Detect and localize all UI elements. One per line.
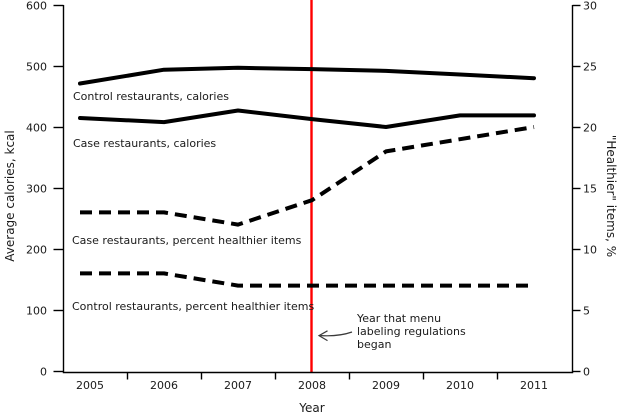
- left-axis-tick-label: 200: [26, 244, 47, 257]
- right-axis-tick-label: 15: [583, 183, 597, 196]
- right-axis-tick-label: 10: [583, 244, 597, 257]
- right-axis-tick-label: 0: [583, 366, 590, 379]
- x-axis-tick-label: 2007: [224, 379, 252, 392]
- left-axis-tick-label: 100: [26, 305, 47, 318]
- right-axis-tick-label: 5: [583, 305, 590, 318]
- left-axis-tick-label: 300: [26, 183, 47, 196]
- annotation-arrowhead-icon: [317, 330, 328, 342]
- x-axis-tick-label: 2008: [298, 379, 326, 392]
- series-label-control-percent-healthier: Control restaurants, percent healthier i…: [72, 300, 314, 313]
- left-axis-title: Average calories, kcal: [3, 130, 17, 261]
- axis-titles: Average calories, kcal "Healthier" items…: [3, 130, 618, 415]
- series-line-control-percent-healthier: [80, 271, 534, 288]
- x-axis-title: Year: [298, 401, 324, 415]
- x-axis-tick-label: 2005: [76, 379, 104, 392]
- right-axis-tick-label: 20: [583, 122, 597, 135]
- annotation-text-line-3: began: [357, 338, 391, 351]
- annotation: Year that menu labeling regulations bega…: [317, 312, 466, 351]
- axes: 0 100 200 300 400 500 600 0 5 10 15 20 25 30 2005 2006 2…: [26, 0, 597, 392]
- annotation-arrow-line: [320, 331, 353, 337]
- series-label-case-calories: Case restaurants, calories: [73, 137, 216, 150]
- series-label-case-percent-healthier: Case restaurants, percent healthier item…: [72, 234, 302, 247]
- annotation-text-line-1: Year that menu: [356, 312, 441, 325]
- series-label-control-calories: Control restaurants, calories: [73, 90, 229, 103]
- right-axis-title: "Healthier" items, %: [604, 135, 618, 257]
- right-axis-tick-label: 30: [583, 0, 597, 13]
- inline-series-labels: Control restaurants, calories Case resta…: [72, 90, 314, 313]
- annotation-text-line-2: labeling regulations: [357, 325, 466, 338]
- series-line-case-percent-healthier: [80, 125, 535, 227]
- left-axis-tick-label: 400: [26, 122, 47, 135]
- series-line-control-calories: [78, 65, 536, 86]
- data-series: [78, 65, 536, 288]
- left-axis-tick-label: 0: [40, 366, 47, 379]
- x-axis-tick-label: 2006: [150, 379, 178, 392]
- left-axis-tick-label: 600: [26, 0, 47, 13]
- series-line-case-calories: [78, 108, 536, 129]
- x-axis-tick-label: 2011: [520, 379, 548, 392]
- right-axis-tick-label: 25: [583, 61, 597, 74]
- x-axis-tick-label: 2010: [446, 379, 474, 392]
- x-axis-tick-label: 2009: [372, 379, 400, 392]
- left-axis-tick-label: 500: [26, 61, 47, 74]
